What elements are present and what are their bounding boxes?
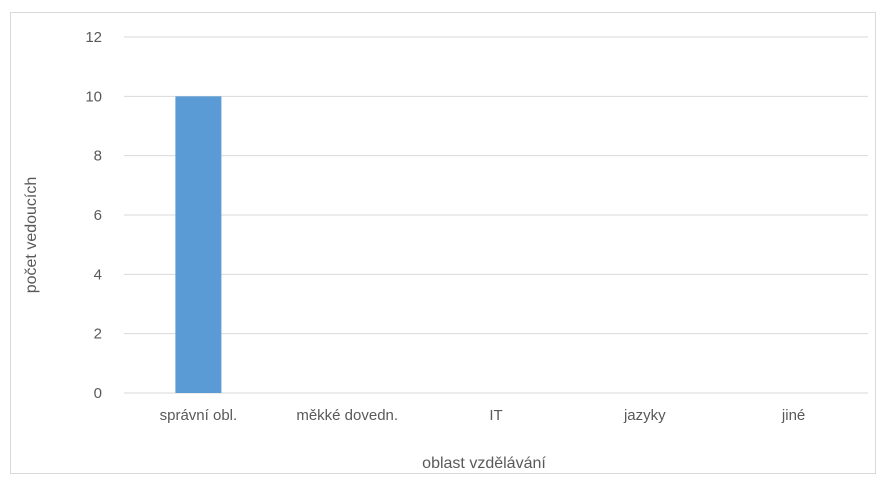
y-tick-label: 12 <box>85 29 102 46</box>
x-tick-label: jazyky <box>623 407 666 424</box>
y-tick-label: 0 <box>94 385 102 402</box>
chart-frame <box>10 12 876 474</box>
x-tick-label: měkké dovedn. <box>296 407 398 424</box>
y-tick-label: 2 <box>94 326 102 343</box>
x-tick-label: IT <box>489 407 502 424</box>
x-tick-label: správní obl. <box>160 407 238 424</box>
x-tick-labels: správní obl. měkké dovedn. IT jazyky jiné <box>160 407 806 424</box>
y-tick-labels: 0 2 4 6 8 10 12 <box>85 29 102 402</box>
gridlines <box>124 36 868 394</box>
bar <box>175 96 222 393</box>
y-tick-label: 8 <box>94 148 102 165</box>
y-axis-title: počet vedoucích <box>23 177 40 294</box>
y-tick-label: 10 <box>85 88 102 105</box>
bars <box>175 96 222 393</box>
y-tick-label: 6 <box>94 207 102 224</box>
x-axis-title: oblast vzdělávání <box>422 455 546 472</box>
y-tick-label: 4 <box>94 266 102 283</box>
x-tick-label: jiné <box>781 407 805 424</box>
